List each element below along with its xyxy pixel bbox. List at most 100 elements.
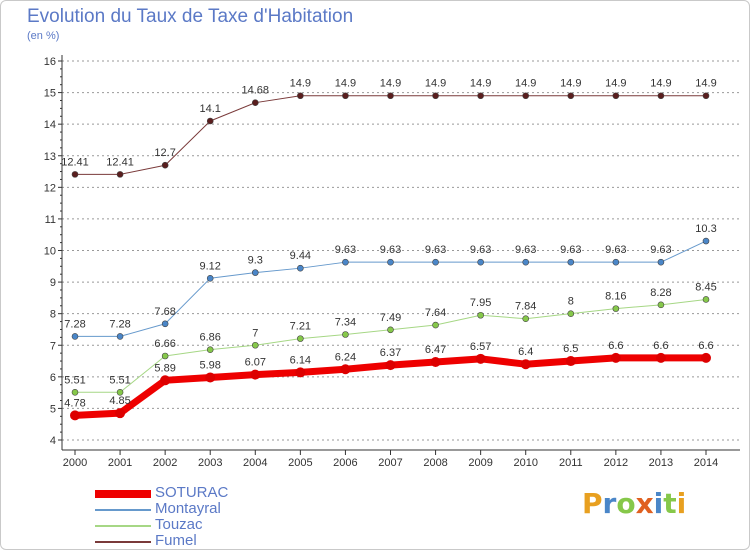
data-label-montayral: 9.63 (335, 244, 356, 256)
y-tick-label: 11 (45, 214, 56, 226)
data-label-soturac: 6.5 (563, 343, 578, 355)
data-point-touzac (432, 321, 439, 329)
data-point-soturac (701, 352, 711, 363)
data-label-montayral: 9.63 (380, 244, 401, 256)
data-point-soturac (520, 359, 531, 370)
x-tick-label: 2013 (649, 457, 673, 469)
legend-swatch (95, 509, 151, 511)
y-tick-label: 14 (44, 119, 56, 131)
data-label-fumel: 14.9 (380, 78, 401, 90)
data-point-touzac (612, 305, 620, 312)
data-label-soturac: 5.89 (154, 362, 175, 374)
data-label-montayral: 7.28 (64, 318, 85, 330)
x-tick-label: 2008 (423, 457, 447, 469)
data-label-fumel: 14.9 (425, 78, 446, 90)
data-point-touzac (567, 310, 575, 317)
data-label-touzac: 5.51 (109, 374, 130, 386)
legend-label: SOTURAC (155, 484, 229, 501)
data-point-montayral (567, 258, 575, 266)
y-tick-label: 13 (44, 151, 56, 163)
data-label-touzac: 7.64 (425, 307, 446, 319)
data-point-fumel (657, 92, 665, 100)
data-label-fumel: 14.68 (242, 85, 270, 97)
data-point-montayral (161, 320, 169, 328)
y-tick-label: 9 (50, 277, 56, 289)
logo-letter: i (653, 487, 664, 520)
y-tick-label: 12 (44, 182, 56, 194)
data-point-fumel (206, 117, 214, 125)
data-point-montayral (71, 333, 79, 340)
legend-item-touzac: Touzac (95, 516, 295, 535)
data-point-montayral (297, 264, 304, 272)
data-point-soturac (340, 364, 351, 375)
series-line-fumel (74, 95, 707, 175)
x-tick-label: 2001 (108, 457, 132, 469)
data-label-soturac: 6.24 (335, 351, 356, 363)
data-label-touzac: 8 (568, 296, 574, 308)
data-point-fumel (251, 99, 259, 106)
data-label-montayral: 9.63 (650, 244, 671, 256)
data-label-fumel: 14.9 (290, 78, 311, 90)
data-label-montayral: 10.3 (695, 223, 716, 235)
data-point-montayral (116, 333, 124, 340)
data-label-soturac: 6.07 (245, 357, 266, 369)
x-tick-label: 2007 (378, 457, 402, 469)
data-point-touzac (297, 335, 304, 342)
legend-label: Fumel (155, 532, 197, 549)
data-label-soturac: 4.85 (109, 395, 130, 407)
data-label-touzac: 7.95 (470, 297, 491, 309)
proxiti-logo: Proxiti (582, 487, 686, 520)
y-tick-label: 16 (44, 56, 56, 68)
data-label-fumel: 14.9 (470, 78, 491, 90)
legend-item-soturac: SOTURAC (95, 484, 295, 503)
data-point-fumel (297, 92, 304, 100)
data-label-montayral: 7.68 (154, 306, 175, 318)
data-point-fumel (71, 171, 79, 178)
logo-letter: x (635, 487, 654, 520)
data-point-fumel (522, 92, 530, 100)
data-label-montayral: 9.63 (425, 244, 446, 256)
data-point-touzac (522, 315, 530, 323)
data-point-fumel (477, 92, 484, 100)
data-point-fumel (432, 92, 439, 100)
data-label-fumel: 14.9 (560, 78, 581, 90)
data-point-touzac (71, 389, 79, 396)
data-label-fumel: 14.1 (200, 103, 221, 115)
chart-title: Evolution du Taux de Taxe d'Habitation (27, 6, 354, 27)
y-tick-label: 15 (44, 88, 56, 100)
data-point-fumel (342, 92, 349, 100)
x-tick-label: 2000 (63, 457, 87, 469)
data-point-soturac (160, 375, 171, 386)
data-point-touzac (251, 341, 259, 349)
data-label-touzac: 7.84 (515, 301, 536, 313)
y-tick-label: 4 (50, 435, 56, 447)
data-point-touzac (702, 296, 710, 303)
x-tick-label: 2003 (198, 457, 222, 469)
data-point-soturac (250, 369, 261, 380)
data-label-soturac: 6.47 (425, 344, 446, 356)
data-label-soturac: 6.6 (698, 340, 713, 352)
data-point-touzac (116, 389, 124, 396)
chart-subtitle: (en %) (27, 30, 60, 42)
data-point-montayral (477, 258, 484, 266)
y-tick-label: 7 (50, 340, 56, 352)
data-point-fumel (702, 92, 710, 100)
logo-letter: P (582, 487, 603, 520)
data-label-montayral: 9.3 (248, 255, 263, 267)
data-label-fumel: 14.9 (605, 78, 626, 90)
data-point-montayral (522, 258, 530, 266)
data-point-montayral (342, 258, 349, 266)
data-label-touzac: 7.49 (380, 312, 401, 324)
data-label-fumel: 12.7 (154, 147, 175, 159)
logo-letter: r (602, 487, 617, 520)
legend-label: Touzac (155, 516, 203, 533)
data-point-montayral (206, 274, 214, 282)
data-label-soturac: 6.6 (608, 340, 623, 352)
data-point-soturac (385, 360, 396, 371)
data-point-montayral (251, 269, 259, 276)
y-tick-label: 8 (50, 309, 56, 321)
data-point-soturac (205, 372, 216, 383)
data-point-fumel (387, 92, 394, 100)
data-point-soturac (70, 410, 80, 421)
data-label-fumel: 12.41 (61, 156, 89, 168)
